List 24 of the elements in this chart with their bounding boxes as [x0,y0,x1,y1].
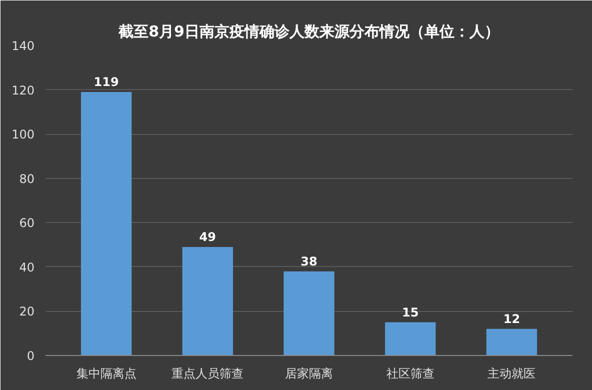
bar [80,92,132,356]
chart-title: 截至8月9日南京疫情确诊人数来源分布情况（单位：人） [118,22,500,40]
bar [284,271,334,356]
y-tick-label: 80 [19,172,35,186]
data-label: 38 [300,254,318,268]
bar [182,247,233,356]
y-tick-label: 120 [12,83,34,98]
y-tick-label: 40 [19,260,35,274]
x-tick-label: 重点人员筛查 [172,366,244,380]
y-tick-label: 20 [19,304,35,319]
data-label: 12 [503,312,520,326]
y-tick-label: 60 [19,216,35,230]
data-label: 15 [402,305,419,320]
y-tick-label: 140 [12,39,34,53]
x-tick-label: 居家隔离 [285,366,333,380]
bar [486,328,538,356]
data-label: 119 [94,75,119,89]
data-label: 49 [199,230,216,244]
x-tick-label: 主动就医 [488,366,536,380]
y-tick-label: 100 [12,128,34,142]
y-tick-label: 0 [26,349,35,363]
x-tick-label: 社区筛查 [386,366,434,380]
x-tick-label: 集中隔离点 [76,366,136,380]
bar [385,322,436,356]
